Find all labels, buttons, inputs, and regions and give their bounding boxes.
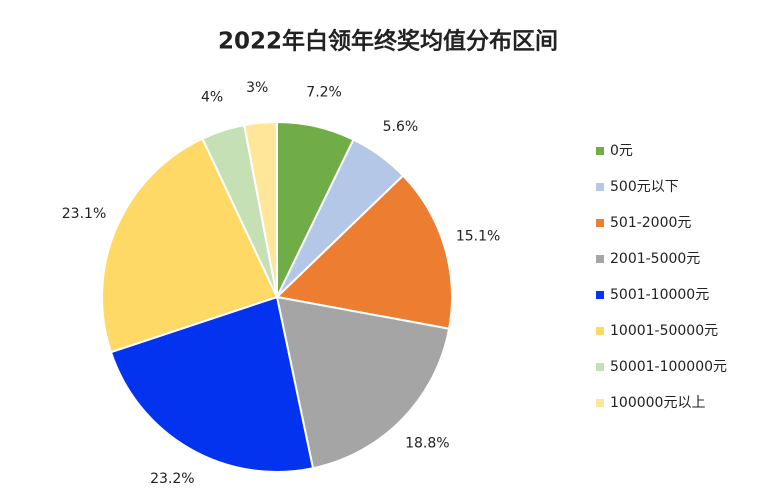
legend-marker (596, 291, 604, 299)
legend-label: 501-2000元 (610, 215, 691, 231)
pie-slice (275, 295, 451, 470)
legend-label: 5001-10000元 (610, 287, 709, 303)
legend-marker (596, 327, 604, 335)
data-label: 7.2% (306, 84, 342, 100)
legend-label: 2001-5000元 (610, 251, 700, 267)
legend-marker (596, 183, 604, 191)
data-label: 23.1% (62, 206, 106, 222)
legend-label: 500元以下 (610, 179, 679, 195)
legend-marker (596, 219, 604, 227)
pie-slice (274, 174, 453, 330)
pie-slice (243, 120, 278, 298)
data-label: 3% (246, 80, 268, 96)
data-label: 4% (201, 89, 223, 105)
data-label: 23.2% (150, 471, 194, 487)
pie-slice (109, 295, 315, 473)
data-label: 15.1% (456, 229, 500, 245)
legend-marker (596, 255, 604, 263)
data-label: 5.6% (383, 119, 419, 135)
legend-label: 50001-100000元 (610, 359, 727, 375)
chart-title: 2022年白领年终奖均值分布区间 (218, 28, 558, 55)
legend-label: 100000元以上 (610, 395, 705, 411)
legend-label: 0元 (610, 143, 633, 159)
legend-marker (596, 147, 604, 155)
data-label: 18.8% (405, 436, 449, 452)
pie-slice (101, 137, 279, 354)
legend-marker (596, 363, 604, 371)
legend-marker (596, 399, 604, 407)
legend-label: 10001-50000元 (610, 323, 718, 339)
